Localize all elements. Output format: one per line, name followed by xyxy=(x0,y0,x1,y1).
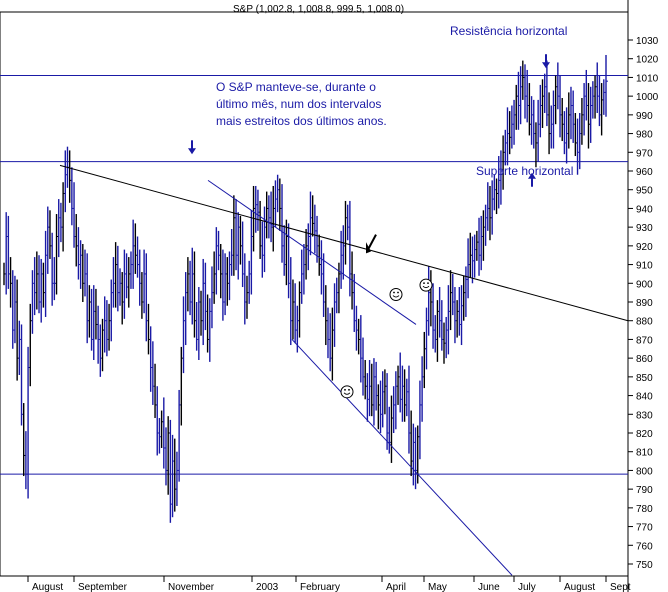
smiley-2-eye xyxy=(397,291,399,294)
y-tick-label: 800 xyxy=(636,466,653,477)
trend-line-blue-upper xyxy=(207,179,417,325)
y-tick-label: 900 xyxy=(636,279,653,290)
y-tick-label: 790 xyxy=(636,485,653,496)
y-tick-label: 870 xyxy=(636,335,653,346)
y-tick-label: 1000 xyxy=(636,92,659,103)
y-tick-label: 810 xyxy=(636,448,653,459)
y-tick-label: 970 xyxy=(636,148,653,159)
x-tick-label: February xyxy=(300,582,340,592)
comment-line: último mês, num dos intervalos xyxy=(216,97,381,111)
y-tick-label: 1010 xyxy=(636,73,659,84)
chart-title: S&P (1,002.8, 1,008.8, 999.5, 1,008.0) xyxy=(233,4,404,15)
smiley-1-eye xyxy=(348,388,350,391)
trend-line-blue-lower xyxy=(291,339,513,576)
y-tick-label: 780 xyxy=(636,504,653,515)
smiley-2-mouth xyxy=(392,295,400,298)
smiley-3-eye xyxy=(423,282,425,285)
x-tick-label: November xyxy=(168,582,215,592)
arrow-resistance-head xyxy=(542,62,550,69)
y-tick-label: 830 xyxy=(636,410,653,421)
y-tick-label: 940 xyxy=(636,204,653,215)
x-tick-label: July xyxy=(518,582,536,592)
y-tick-label: 760 xyxy=(636,541,653,552)
smiley-1 xyxy=(340,385,354,399)
y-tick-label: 840 xyxy=(636,392,653,403)
arrow-support-left-head xyxy=(188,148,196,155)
y-tick-label: 850 xyxy=(636,373,653,384)
smiley-3 xyxy=(419,278,433,292)
x-tick-label: May xyxy=(428,582,447,592)
smiley-1-eye xyxy=(344,388,346,391)
y-tick-label: 1030 xyxy=(636,36,659,47)
x-tick-label: Sept xyxy=(610,582,631,592)
x-tick-label: September xyxy=(78,582,128,592)
y-tick-label: 1020 xyxy=(636,55,659,66)
resistance-label: Resistência horizontal xyxy=(450,24,567,38)
arrow-support-head xyxy=(528,172,536,179)
y-tick-label: 960 xyxy=(636,167,653,178)
y-tick-label: 860 xyxy=(636,354,653,365)
y-tick-label: 990 xyxy=(636,111,653,122)
y-tick-label: 910 xyxy=(636,261,653,272)
comment-line: O S&P manteve-se, durante o xyxy=(216,80,376,94)
support-label: Suporte horizontal xyxy=(476,164,573,178)
x-tick-label: June xyxy=(478,582,500,592)
y-tick-label: 950 xyxy=(636,186,653,197)
x-tick-label: August xyxy=(564,582,595,592)
y-tick-label: 930 xyxy=(636,223,653,234)
smiley-2-eye xyxy=(393,291,395,294)
y-tick-label: 880 xyxy=(636,317,653,328)
x-tick-label: April xyxy=(386,582,406,592)
smiley-2 xyxy=(389,288,403,302)
smiley-3-eye xyxy=(427,282,429,285)
smiley-1-mouth xyxy=(343,392,351,395)
y-tick-label: 820 xyxy=(636,429,653,440)
smiley-3-mouth xyxy=(422,285,430,289)
arrow-trendline-head xyxy=(366,242,371,254)
y-tick-label: 890 xyxy=(636,298,653,309)
y-tick-label: 770 xyxy=(636,523,653,534)
y-tick-label: 750 xyxy=(636,560,653,571)
trend-line-black xyxy=(59,164,629,322)
y-tick-label: 980 xyxy=(636,130,653,141)
arrow-trendline xyxy=(367,234,377,251)
y-tick-label: 920 xyxy=(636,242,653,253)
x-tick-label: August xyxy=(32,582,63,592)
comment-line: mais estreitos dos últimos anos. xyxy=(216,114,387,128)
x-tick-label: 2003 xyxy=(256,582,279,592)
